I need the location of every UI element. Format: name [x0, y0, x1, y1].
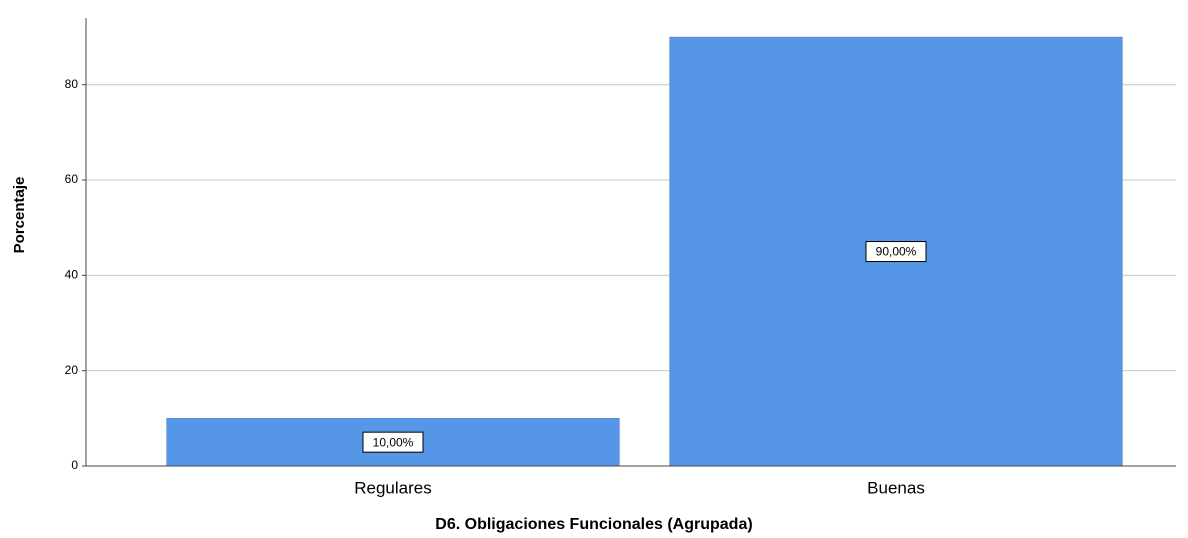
value-label-box — [362, 431, 424, 453]
y-tick-label: 80 — [65, 77, 79, 91]
y-tick-label: 0 — [71, 458, 78, 472]
x-axis-label: D6. Obligaciones Funcionales (Agrupada) — [435, 516, 752, 533]
y-tick-label: 40 — [65, 268, 79, 282]
value-label: 90,00% — [876, 245, 917, 259]
y-tick-label: 60 — [65, 172, 79, 186]
value-label: 10,00% — [373, 435, 414, 449]
y-axis-label: Porcentaje — [11, 177, 28, 254]
x-tick-label: Buenas — [867, 478, 925, 497]
x-tick-label: Regulares — [354, 478, 432, 497]
value-label-box — [865, 241, 927, 263]
y-tick-label: 20 — [65, 363, 79, 377]
